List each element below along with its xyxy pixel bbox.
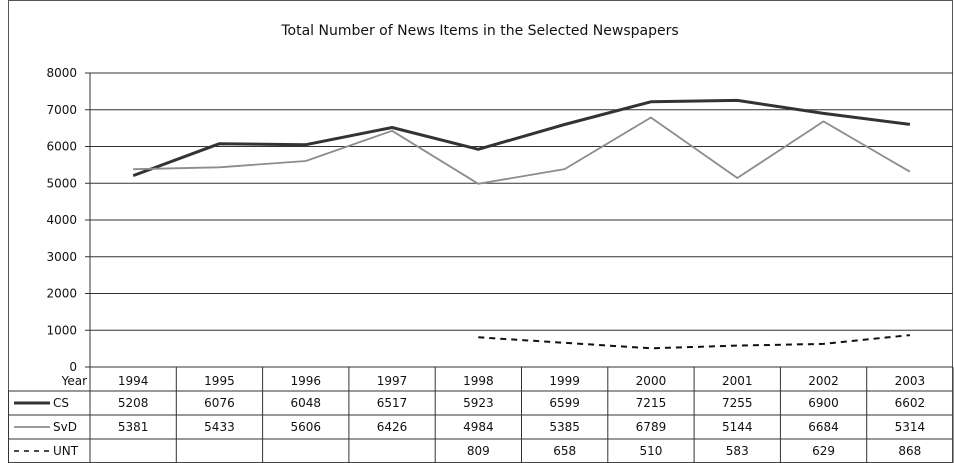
y-axis-ticks: 0 1000 2000 3000 4000 5000 6000 7000 8000	[46, 66, 91, 374]
legend-label: CS	[53, 396, 69, 410]
data-label: 4984	[463, 420, 494, 434]
data-label: 629	[812, 444, 835, 458]
data-label: 583	[726, 444, 749, 458]
x-tick-label: 1999	[549, 374, 580, 388]
x-tick-label: 2003	[895, 374, 926, 388]
x-tick-label: 1998	[463, 374, 494, 388]
chart-frame	[8, 0, 953, 463]
data-label: 5606	[290, 420, 321, 434]
y-tick-label: 0	[69, 360, 77, 374]
data-label: 5381	[118, 420, 149, 434]
data-label: 6426	[377, 420, 408, 434]
y-tick-label: 4000	[46, 213, 77, 227]
data-label: 6048	[290, 396, 321, 410]
y-tick-label: 1000	[46, 323, 77, 337]
y-tick-label: 5000	[46, 176, 77, 190]
data-label: 6789	[636, 420, 667, 434]
data-label: 809	[467, 444, 490, 458]
y-tick-label: 3000	[46, 250, 77, 264]
data-label: 6602	[895, 396, 926, 410]
x-tick-label: 1994	[118, 374, 149, 388]
data-label: 5144	[722, 420, 753, 434]
data-label: 6076	[204, 396, 235, 410]
data-label: 5923	[463, 396, 494, 410]
data-label: 6900	[808, 396, 839, 410]
x-tick-label: 1997	[377, 374, 408, 388]
data-label: 5385	[549, 420, 580, 434]
data-label: 510	[639, 444, 662, 458]
series-line-cs	[132, 98, 911, 178]
series-line-svd	[133, 116, 911, 185]
data-label: 5433	[204, 420, 235, 434]
y-tick-label: 7000	[46, 103, 77, 117]
chart-title: Total Number of News Items in the Select…	[280, 23, 678, 39]
x-tick-label: 2001	[722, 374, 753, 388]
x-tick-label: 1996	[290, 374, 321, 388]
data-label: 6517	[377, 396, 408, 410]
data-label: 658	[553, 444, 576, 458]
data-table: Year 1994 1995 1996 1997 1998 1999 2000 2001 2002…	[8, 367, 954, 463]
data-label: 5208	[118, 396, 149, 410]
gridlines	[90, 72, 953, 368]
data-label: 7255	[722, 396, 753, 410]
series-lines	[132, 98, 911, 350]
x-tick-label: 2002	[808, 374, 839, 388]
x-axis-label: Year	[61, 374, 87, 388]
x-tick-label: 2000	[636, 374, 667, 388]
data-label: 5314	[895, 420, 926, 434]
y-tick-label: 2000	[46, 287, 77, 301]
legend-label: UNT	[53, 444, 79, 458]
y-tick-label: 6000	[46, 140, 77, 154]
legend-label: SvD	[53, 420, 77, 434]
y-tick-label: 8000	[46, 66, 77, 80]
data-label: 868	[898, 444, 921, 458]
x-tick-label: 1995	[204, 374, 235, 388]
data-label: 7215	[636, 396, 667, 410]
data-label: 6599	[549, 396, 580, 410]
data-label: 6684	[808, 420, 839, 434]
